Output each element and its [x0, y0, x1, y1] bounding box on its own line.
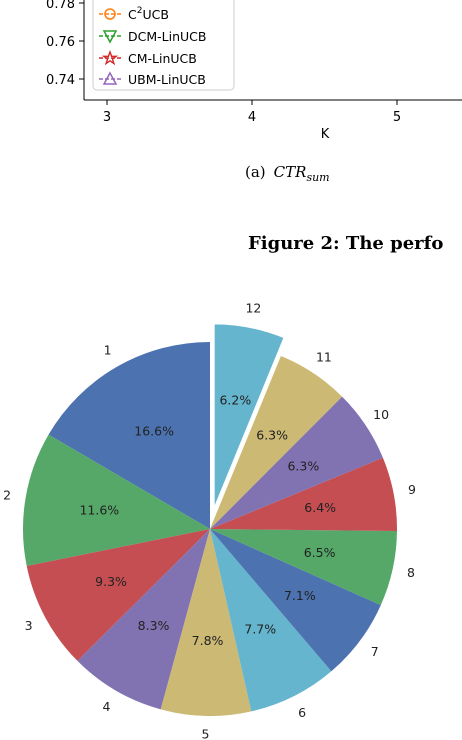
- x-tick-label: 4: [248, 110, 256, 125]
- pie-percent-label: 6.5%: [304, 545, 336, 560]
- pie-slice-6: [210, 529, 332, 712]
- star-marker-icon: [101, 49, 119, 66]
- pie-category-label: 1: [104, 343, 112, 358]
- y-tick-label: 0.78: [46, 0, 75, 12]
- pie-category-label: 11: [316, 350, 332, 365]
- pie-percent-label: 16.6%: [134, 424, 174, 439]
- x-tick-label: 5: [393, 110, 401, 125]
- pie-percent-label: 6.2%: [219, 392, 251, 407]
- figure-title: Figure 2: The perfo: [248, 233, 443, 254]
- pie-category-label: 7: [371, 644, 379, 659]
- pie-percent-label: 7.1%: [284, 588, 316, 603]
- legend-box: [92, 0, 235, 91]
- pie-category-label: 8: [407, 565, 415, 580]
- legend-entry-c2ucb: C2UCB: [99, 6, 169, 22]
- pie-slice-10: [210, 396, 383, 529]
- pie-slice-12: [212, 322, 286, 511]
- pie-percent-label: 6.3%: [256, 428, 288, 443]
- pie-category-label: 5: [202, 727, 210, 740]
- pie-percent-label: 6.3%: [287, 459, 319, 474]
- pie-category-label: 4: [103, 699, 111, 714]
- pie-percent-label: 11.6%: [79, 503, 119, 518]
- triangle-down-marker-icon: [102, 30, 118, 44]
- pie-category-label: 6: [298, 705, 306, 720]
- y-tick-label: 0.74: [46, 73, 75, 88]
- pie-percent-label: 7.7%: [244, 621, 276, 636]
- pie-slice-7: [210, 529, 381, 672]
- line-chart-axes: 0.78 0.76 0.74 3 4 5 K: [46, 0, 462, 142]
- legend-entry-dcm-linucb: DCM-LinUCB: [99, 29, 206, 44]
- x-axis-label: K: [321, 127, 330, 142]
- pie-percent-label: 6.4%: [304, 500, 336, 515]
- legend-entry-ubm-linucb: UBM-LinUCB: [99, 71, 206, 87]
- pie-percent-label: 8.3%: [138, 618, 170, 633]
- circle-marker-icon: [104, 8, 116, 20]
- pie-slice-9: [210, 457, 397, 532]
- y-tick-label: 0.76: [46, 35, 75, 50]
- pie-percent-label: 9.3%: [95, 574, 127, 589]
- pie-slice-2: [22, 434, 211, 567]
- pie-slice-11: [210, 355, 343, 529]
- pie-category-label: 2: [3, 487, 11, 502]
- pie-category-label: 12: [245, 301, 261, 316]
- pie-category-label: 3: [25, 618, 33, 633]
- legend-label: CM-LinUCB: [128, 51, 197, 66]
- pie-slice-5: [160, 529, 252, 716]
- pie-slice-4: [77, 529, 211, 710]
- legend: C2UCB DCM-LinUCB CM-LinUCB UBM-LinUCB: [92, 0, 235, 91]
- pie-category-label: 9: [408, 482, 416, 497]
- legend-label: DCM-LinUCB: [128, 29, 206, 44]
- pie-slice-3: [26, 529, 210, 661]
- pie-slice-1: [48, 342, 210, 529]
- triangle-up-marker-icon: [102, 71, 118, 85]
- legend-label: UBM-LinUCB: [128, 72, 206, 87]
- legend-entry-cm-linucb: CM-LinUCB: [99, 49, 197, 66]
- pie-category-label: 10: [373, 407, 389, 422]
- pie-percent-label: 7.8%: [192, 633, 224, 648]
- pie-chart: 16.6% 1 11.6% 2 9.3% 3 8.3% 4 7.8% 5 7.7% 6 7.1% 7 6.5…: [3, 301, 416, 740]
- x-tick-label: 3: [103, 110, 111, 125]
- pie-slice-8: [210, 529, 397, 606]
- legend-label: C2UCB: [128, 6, 169, 22]
- subfigure-caption: (a) CTRsum: [245, 163, 330, 184]
